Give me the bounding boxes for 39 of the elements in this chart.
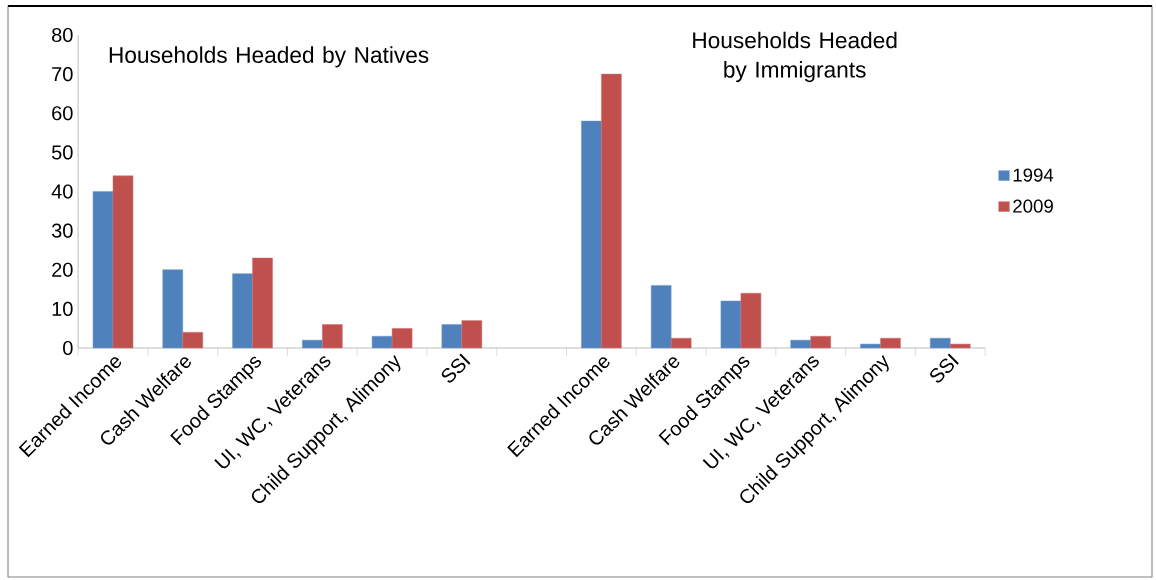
y-tick-label: 10 <box>52 301 73 316</box>
y-tick-label: 20 <box>52 262 73 277</box>
bar <box>302 339 323 349</box>
bar <box>949 343 971 349</box>
bar <box>581 120 602 349</box>
bar <box>162 269 184 349</box>
x-tick-label: SSI <box>930 353 959 383</box>
bar <box>650 285 672 349</box>
bar <box>182 332 204 349</box>
bar <box>929 337 951 349</box>
y-tick-label: 40 <box>51 184 73 199</box>
bar <box>720 300 742 349</box>
annotation: Households Headed by Immigrants <box>693 31 897 83</box>
y-tick-label: 0 <box>63 340 73 356</box>
x-tick-label: SSI <box>441 353 471 383</box>
y-tick-label: 50 <box>51 145 73 160</box>
bar <box>790 339 811 349</box>
legend-label: 1994 <box>1013 168 1054 182</box>
bar <box>670 337 692 349</box>
bar <box>252 257 273 349</box>
annotation: Households Headed by Natives <box>109 46 429 68</box>
bar <box>860 343 881 349</box>
bar <box>880 337 901 349</box>
bar <box>461 320 483 349</box>
bar <box>322 324 343 349</box>
bar <box>92 191 114 349</box>
legend-label: 2009 <box>1013 199 1053 213</box>
bar <box>112 175 134 349</box>
bar <box>601 73 622 349</box>
bar <box>740 292 762 349</box>
bar <box>810 335 831 349</box>
y-tick-label: 70 <box>52 67 73 82</box>
bar <box>232 273 253 349</box>
bar <box>371 335 393 349</box>
y-tick-label: 80 <box>52 27 73 43</box>
bar <box>391 328 413 349</box>
y-tick-label: 30 <box>51 223 73 238</box>
bar <box>441 324 463 349</box>
y-tick-label: 60 <box>52 106 73 121</box>
